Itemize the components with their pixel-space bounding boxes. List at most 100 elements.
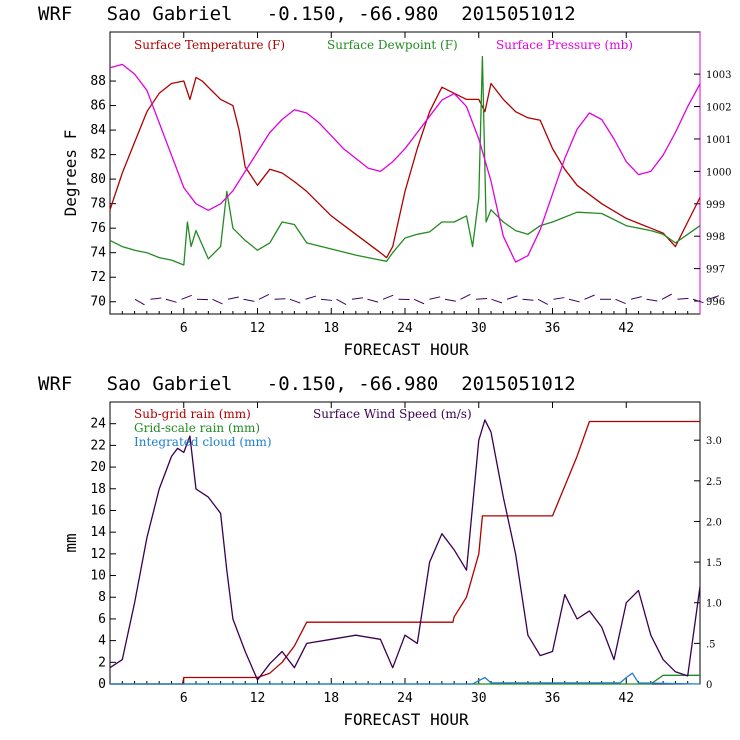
legend-surface-wind-speed: Surface Wind Speed (m/s) [313,407,472,421]
wind-barb [584,294,595,300]
x-tick-label: 24 [397,691,413,706]
x-tick-label: 12 [250,691,266,706]
y2-tick-label: 1001 [706,135,731,146]
wind-barb [661,293,672,300]
y-tick-label: 78 [90,197,106,212]
y-tick-label: 74 [90,246,106,261]
legend-gridscale-rain: Grid-scale rain (mm) [134,421,260,435]
x-tick-label: 30 [471,321,487,336]
series-line-sub-grid-rain-mm [110,420,700,685]
wind-barb [134,298,145,306]
wind-barb [367,298,379,303]
wind-barb [258,294,270,300]
x-tick-label: 30 [471,691,487,706]
wind-barb [568,298,580,303]
y-tick-label: 70 [90,295,106,310]
y-tick-label: 2 [98,655,106,670]
bottom-series-group [109,419,701,685]
wind-barb [692,298,704,304]
x-tick-label: 42 [618,691,634,706]
y-tick-label: 4 [98,634,106,649]
y2-tick-label: 999 [706,200,725,211]
wind-barb [553,297,565,300]
bottom-x-axis-label: FORECAST HOUR [343,710,469,729]
top-y-axis-label: Degrees F [61,130,80,217]
bottom-chart-title: WRF Sao Gabriel -0.150, -66.980 20150510… [38,373,576,395]
wind-barb [305,295,317,300]
x-tick-label: 36 [545,691,561,706]
wind-barb [460,293,471,300]
wind-barb [289,298,301,304]
x-tick-label: 36 [545,321,561,336]
y-tick-label: 88 [90,74,106,89]
y2-tick-label: .5 [706,639,716,650]
wind-barb [708,295,720,300]
y-tick-label: 84 [90,123,106,138]
series-line-integrated-cloud-mm [110,672,701,685]
y-tick-label: 8 [98,590,106,605]
x-tick-label: 42 [618,321,634,336]
wind-barb [429,296,441,300]
x-tick-label: 6 [180,321,188,336]
y2-tick-label: 2.0 [706,517,722,528]
wind-barb [351,297,363,300]
y-tick-label: 82 [90,148,106,163]
wind-barb [475,298,488,300]
x-tick-label: 24 [397,321,413,336]
legend-subgrid-rain: Sub-grid rain (mm) [134,407,251,421]
y-tick-label: 16 [90,503,106,518]
y2-tick-label: 2.5 [706,477,722,488]
legend-surface-temperature: Surface Temperature (F) [134,38,285,52]
y-tick-label: 10 [90,569,106,584]
y-tick-label: 20 [90,460,106,475]
x-tick-label: 18 [323,691,339,706]
y-tick-label: 0 [98,677,106,692]
top-y2-ticks: 996 997 998 999 1000 1001 1002 1003 [694,70,731,308]
y2-tick-label: 1.0 [706,599,722,610]
y2-tick-label: 1002 [706,103,731,114]
y-tick-label: 24 [90,417,106,432]
wind-barb [227,296,239,300]
legend-integrated-cloud: Integrated cloud (mm) [134,435,272,449]
x-tick-label: 12 [250,321,266,336]
y-tick-label: 14 [90,525,106,540]
wind-barb [181,294,192,300]
wind-barb [382,294,394,300]
y2-tick-label: 998 [706,232,725,243]
wind-barb [677,297,689,300]
wind-barb [506,295,518,300]
series-line-surface-wind-speed-m-s [109,419,701,681]
y-tick-label: 80 [90,172,106,187]
top-plot-frame [109,31,701,315]
y-tick-label: 72 [90,270,106,285]
series-line-surface-dewpoint-f [109,55,701,266]
y2-tick-label: 3.0 [706,436,722,447]
y2-tick-label: 0 [706,680,712,691]
series-line-surface-temperature-f [109,76,701,259]
wind-barb [212,298,223,305]
bottom-y2-ticks: 0 .5 1.0 1.5 2.0 2.5 3.0 [694,436,722,691]
top-y-ticks: 70 72 74 76 78 80 82 84 86 88 [90,74,116,310]
legend-surface-dewpoint: Surface Dewpoint (F) [327,38,458,52]
y2-tick-label: 1000 [706,167,731,178]
legend-surface-pressure: Surface Pressure (mb) [496,38,633,52]
top-chart-title: WRF Sao Gabriel -0.150, -66.980 20150510… [38,3,576,25]
top-plot-area: 70 72 74 76 78 80 82 84 86 88 996 997 998 999 1000 100… [90,31,731,336]
wind-barb [646,298,658,302]
x-tick-label: 18 [323,321,339,336]
top-x-axis-label: FORECAST HOUR [343,340,469,359]
y2-tick-label: 996 [706,297,725,308]
wind-barbs [134,293,720,306]
wind-barb [320,298,332,301]
wind-barb [150,297,162,300]
y2-tick-label: 1.5 [706,558,722,569]
wind-barb [630,296,642,300]
wind-barb [522,298,534,301]
bottom-y-axis-label: mm [61,533,80,552]
wind-barb [336,298,347,306]
wind-barb [537,298,548,305]
y2-tick-label: 997 [706,265,725,276]
